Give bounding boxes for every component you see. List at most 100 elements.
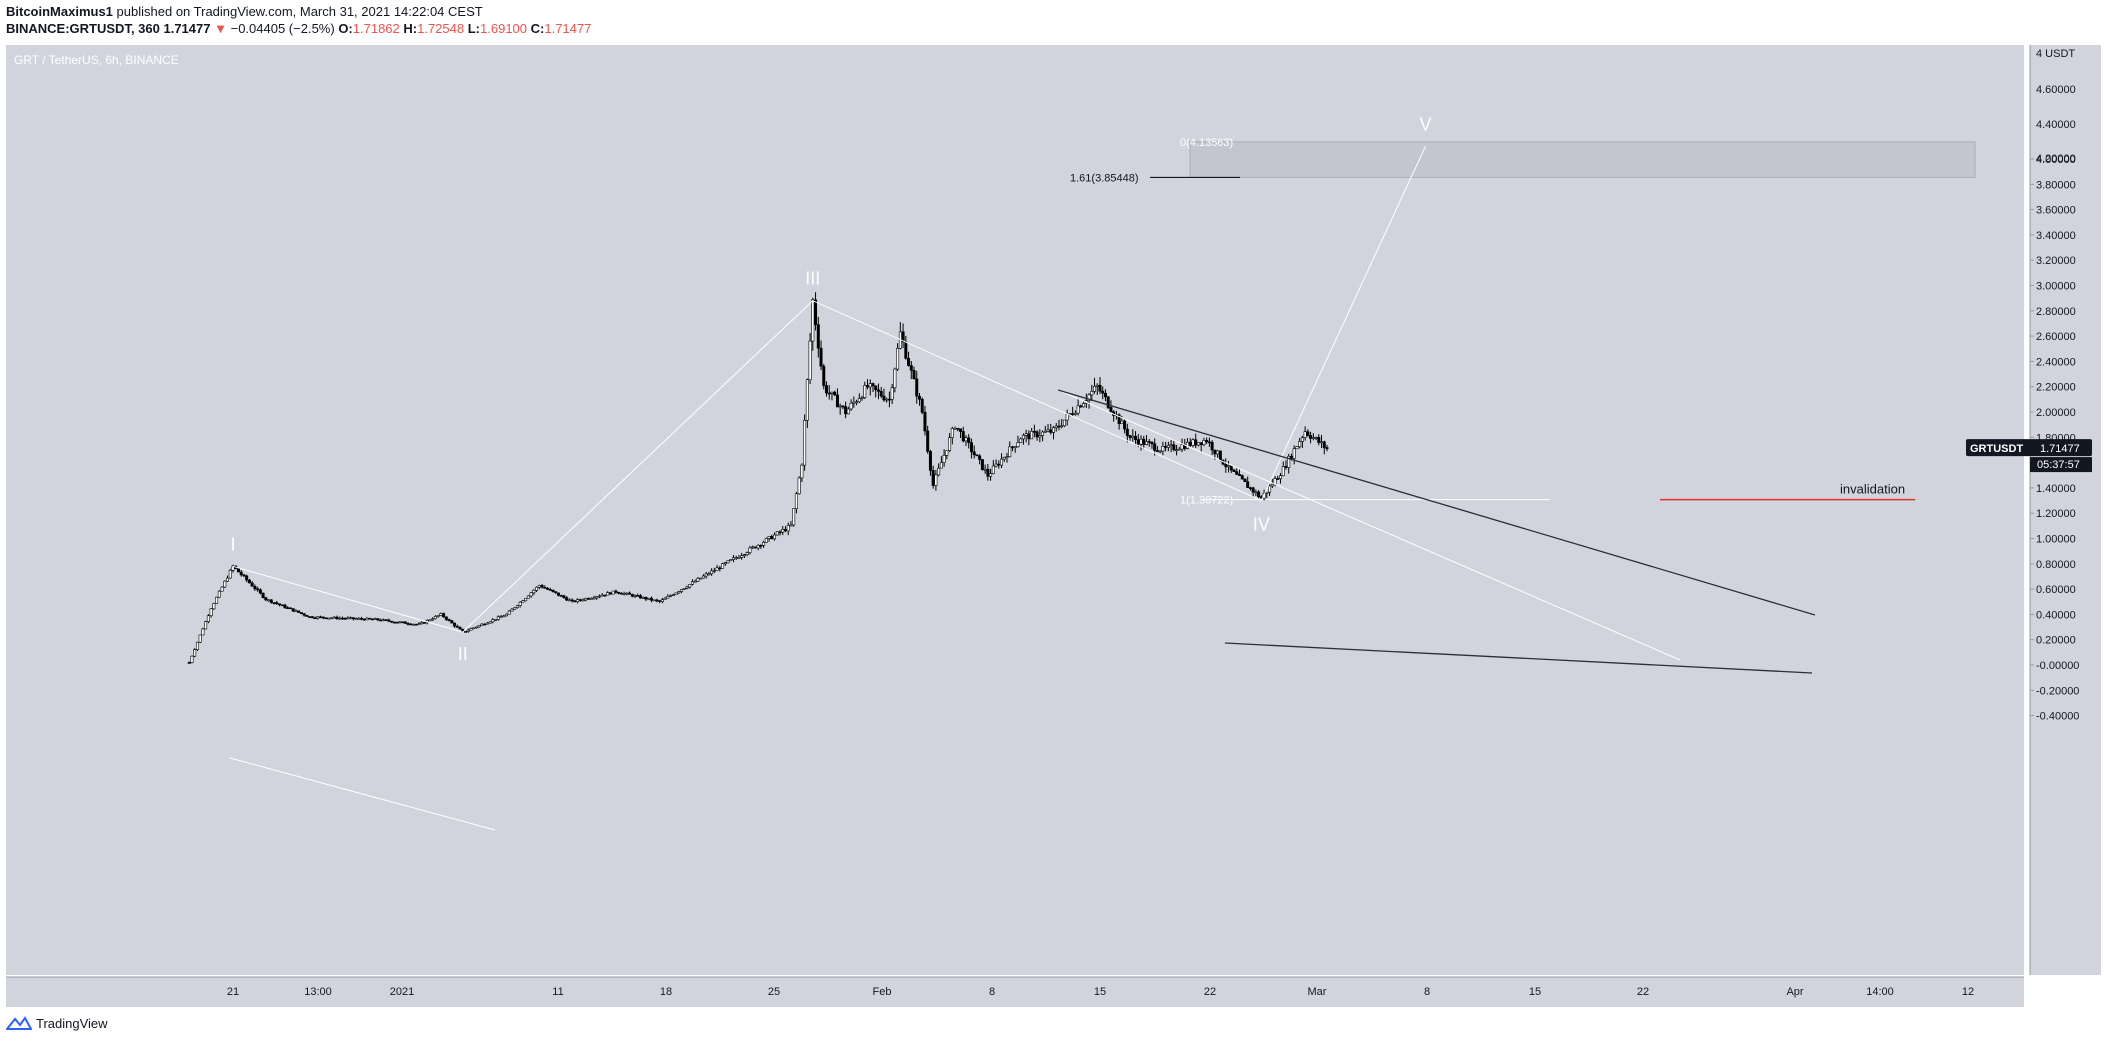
candle-body bbox=[712, 570, 716, 572]
candle-body bbox=[327, 617, 331, 620]
candle-body bbox=[267, 599, 271, 602]
candle-body bbox=[751, 546, 755, 549]
time-axis[interactable] bbox=[6, 977, 2024, 1007]
candle-body bbox=[417, 623, 421, 626]
candle-body bbox=[874, 385, 878, 391]
candle-body bbox=[223, 580, 227, 588]
candle-body bbox=[362, 618, 366, 621]
candle-body bbox=[532, 589, 536, 594]
candle-body bbox=[1073, 412, 1077, 415]
price-tick-label: 0.80000 bbox=[2036, 559, 2076, 571]
plot-area[interactable] bbox=[6, 45, 2024, 975]
candle-body bbox=[357, 618, 361, 620]
price-tick-label: 0.20000 bbox=[2036, 635, 2076, 647]
candle-body bbox=[1032, 431, 1036, 433]
candle-body bbox=[942, 455, 946, 463]
candle-body bbox=[1005, 456, 1009, 459]
candle-body bbox=[953, 427, 957, 430]
symbol-info: GRT / TetherUS, 6h, BINANCE bbox=[14, 53, 179, 67]
candle-body bbox=[1144, 441, 1148, 445]
candle-body bbox=[833, 391, 837, 396]
time-tick-label: 11 bbox=[552, 986, 563, 998]
tradingview-logo-icon bbox=[6, 1016, 32, 1030]
fib-161-label: 1.61(3.85448) bbox=[1070, 172, 1139, 184]
candle-body bbox=[297, 610, 301, 613]
candle-body bbox=[682, 588, 686, 590]
time-tick-label: 2021 bbox=[390, 986, 414, 998]
candle-body bbox=[1103, 392, 1107, 398]
candle-body bbox=[693, 580, 697, 583]
candle-body bbox=[890, 387, 894, 400]
candle-body bbox=[1019, 438, 1023, 443]
candle-body bbox=[1049, 429, 1053, 433]
price-tick-label: 4.40000 bbox=[2036, 119, 2076, 131]
candle-body bbox=[587, 598, 591, 600]
wave-label-II: II bbox=[458, 644, 468, 664]
candle-body bbox=[381, 619, 385, 621]
candle-body bbox=[1268, 485, 1272, 493]
wave-label-III: III bbox=[805, 269, 820, 289]
price-tag-price: 1.71477 bbox=[2040, 443, 2080, 455]
price-axis[interactable] bbox=[2030, 45, 2101, 975]
candle-body bbox=[901, 331, 905, 343]
candle-body bbox=[524, 597, 528, 602]
candle-body bbox=[1098, 384, 1102, 392]
candle-body bbox=[286, 607, 290, 609]
candle-body bbox=[1284, 466, 1288, 468]
publish-line: BitcoinMaximus1 published on TradingView… bbox=[6, 4, 483, 19]
high-label: H: bbox=[403, 21, 418, 36]
candle-body bbox=[860, 397, 864, 399]
candle-body bbox=[835, 394, 839, 408]
candle-body bbox=[447, 619, 451, 621]
candle-body bbox=[277, 603, 281, 606]
candle-body bbox=[499, 616, 503, 618]
ohlc-line: BINANCE:GRTUSDT, 360 1.71477 ▼ −0.04405 … bbox=[6, 21, 591, 36]
candle-body bbox=[316, 616, 320, 619]
candle-body bbox=[915, 378, 919, 397]
tradingview-brand[interactable]: TradingView bbox=[6, 1015, 108, 1031]
candle-body bbox=[707, 573, 711, 576]
candle-body bbox=[641, 596, 645, 599]
candle-body bbox=[428, 619, 432, 622]
candle-body bbox=[567, 599, 571, 602]
candle-body bbox=[319, 616, 323, 619]
candle-body bbox=[1298, 441, 1302, 447]
candle-body bbox=[444, 616, 448, 620]
candle-body bbox=[838, 405, 842, 408]
candle-body bbox=[794, 493, 798, 509]
candle-body bbox=[1235, 471, 1239, 475]
candle-body bbox=[1172, 444, 1176, 451]
candle-body bbox=[529, 592, 533, 597]
candle-body bbox=[272, 602, 276, 604]
candle-body bbox=[1202, 440, 1206, 446]
candle-body bbox=[980, 459, 984, 470]
author-name[interactable]: BitcoinMaximus1 bbox=[6, 4, 113, 19]
candle-body bbox=[1139, 438, 1143, 445]
candle-body bbox=[1227, 465, 1231, 468]
candle-body bbox=[1123, 420, 1127, 430]
candle-body bbox=[584, 598, 588, 601]
candle-body bbox=[1120, 420, 1124, 424]
candle-body bbox=[1087, 394, 1091, 401]
wave-label-V: V bbox=[1419, 114, 1431, 134]
candle-body bbox=[581, 599, 585, 602]
candle-body bbox=[288, 607, 292, 610]
candle-body bbox=[220, 586, 224, 592]
candle-body bbox=[578, 599, 582, 601]
candle-body bbox=[253, 585, 257, 590]
candle-body bbox=[734, 557, 738, 559]
time-tick-label: 8 bbox=[989, 986, 995, 998]
candle-body bbox=[907, 358, 911, 366]
candle-body bbox=[1251, 487, 1255, 493]
price-chart[interactable]: IIIIIIIVV0(4.13563)1.61(3.85448)1(1.3072… bbox=[0, 0, 2107, 1012]
candle-body bbox=[570, 599, 574, 602]
candle-body bbox=[190, 655, 194, 663]
candle-body bbox=[556, 592, 560, 596]
candle-body bbox=[559, 595, 563, 597]
candle-body bbox=[308, 616, 312, 618]
candle-body bbox=[964, 437, 968, 442]
candle-body bbox=[1150, 442, 1154, 445]
price-tick-label: 2.80000 bbox=[2036, 306, 2076, 318]
candle-body bbox=[989, 473, 993, 477]
candle-body bbox=[1199, 442, 1203, 446]
